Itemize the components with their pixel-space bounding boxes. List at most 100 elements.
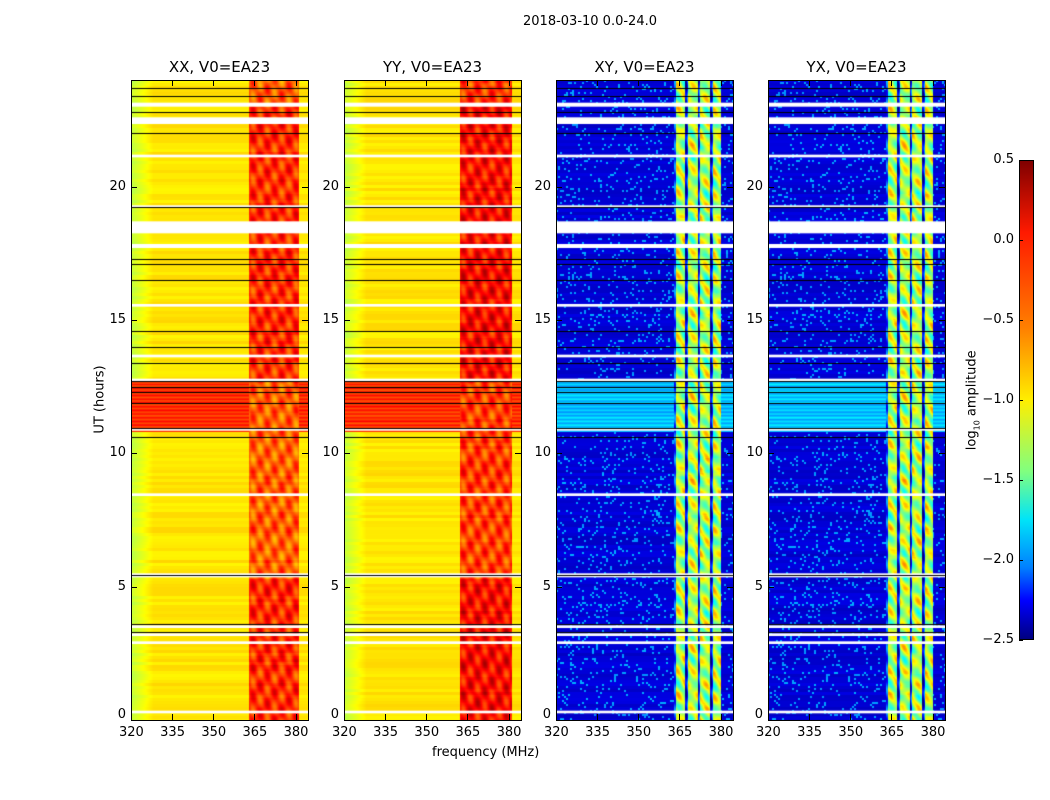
colorbar-tick-label: −0.5 bbox=[982, 312, 1014, 327]
x-tick bbox=[385, 80, 387, 86]
panel-xx: XX, V0=EA23 320 335 350 365 380 0 5 10 15 20 bbox=[109, 58, 309, 739]
colorbar-tick-label: −2.0 bbox=[982, 552, 1014, 567]
colorbar-tick bbox=[1019, 560, 1023, 561]
x-tick-label: 320 bbox=[119, 725, 144, 740]
x-tick bbox=[768, 80, 769, 86]
y-tick bbox=[556, 586, 562, 588]
x-tick bbox=[254, 80, 256, 86]
colorbar-tick-label: 0.5 bbox=[993, 152, 1014, 167]
y-tick-label: 10 bbox=[109, 445, 126, 461]
x-tick-label: 335 bbox=[585, 725, 610, 740]
colorbar-tick bbox=[1019, 400, 1023, 401]
y-tick bbox=[939, 453, 945, 455]
y-tick-label: 0 bbox=[330, 707, 339, 722]
panel-title: YX, V0=EA23 bbox=[806, 58, 907, 76]
x-tick bbox=[426, 80, 428, 86]
colorbar-tick bbox=[1019, 320, 1023, 321]
y-axis-label: UT (hours) bbox=[92, 365, 108, 434]
y-tick bbox=[768, 586, 774, 588]
colorbar-tick bbox=[1019, 160, 1023, 161]
y-tick-label: 10 bbox=[746, 445, 763, 461]
x-tick-label: 365 bbox=[455, 725, 481, 740]
x-tick bbox=[850, 714, 852, 720]
y-tick bbox=[515, 186, 521, 188]
panel-title: XX, V0=EA23 bbox=[168, 58, 271, 76]
y-tick bbox=[344, 186, 350, 188]
y-tick bbox=[344, 453, 350, 455]
x-tick bbox=[932, 80, 934, 86]
y-tick bbox=[556, 720, 562, 721]
x-tick bbox=[295, 80, 297, 86]
x-tick bbox=[638, 714, 640, 720]
y-tick bbox=[939, 320, 945, 321]
y-tick-label: 15 bbox=[109, 312, 126, 327]
colorbar-tick-label: 0.0 bbox=[993, 232, 1014, 247]
y-tick bbox=[939, 720, 945, 721]
x-tick bbox=[508, 714, 510, 720]
x-tick bbox=[638, 80, 640, 86]
x-tick bbox=[344, 714, 345, 720]
colorbar-label: log10 amplitude bbox=[964, 350, 982, 451]
x-tick-label: 365 bbox=[242, 725, 268, 740]
x-tick bbox=[556, 714, 557, 720]
x-tick bbox=[597, 714, 599, 720]
x-tick-label: 320 bbox=[332, 725, 357, 740]
x-tick-label: 365 bbox=[879, 725, 905, 740]
x-tick bbox=[679, 80, 681, 86]
x-tick bbox=[213, 80, 215, 86]
y-tick bbox=[556, 186, 562, 188]
y-tick-label: 0 bbox=[542, 707, 551, 722]
y-tick-label: 5 bbox=[542, 578, 551, 594]
x-tick bbox=[467, 80, 469, 86]
x-tick bbox=[426, 714, 428, 720]
y-tick-label: 15 bbox=[534, 312, 551, 327]
x-tick bbox=[344, 80, 345, 86]
y-tick bbox=[302, 320, 308, 321]
colorbar-tick-label: −1.0 bbox=[982, 392, 1014, 407]
y-tick bbox=[556, 320, 562, 321]
x-tick-label: 320 bbox=[756, 725, 781, 740]
heatmap-yy bbox=[344, 80, 521, 720]
x-tick bbox=[597, 80, 599, 86]
y-tick-label: 15 bbox=[746, 312, 763, 327]
y-tick bbox=[556, 453, 562, 455]
x-tick-label: 380 bbox=[496, 725, 522, 740]
x-tick bbox=[172, 80, 174, 86]
y-tick bbox=[768, 186, 774, 188]
x-tick bbox=[891, 714, 893, 720]
y-tick bbox=[131, 453, 137, 455]
x-tick bbox=[131, 714, 132, 720]
x-tick bbox=[850, 80, 852, 86]
x-tick-label: 380 bbox=[708, 725, 734, 740]
y-tick bbox=[131, 586, 137, 588]
y-tick bbox=[727, 720, 733, 721]
x-axis-label: frequency (MHz) bbox=[432, 745, 540, 760]
y-tick-label: 5 bbox=[330, 578, 339, 594]
x-tick bbox=[213, 714, 215, 720]
x-tick bbox=[385, 714, 387, 720]
y-tick-label: 20 bbox=[109, 178, 126, 194]
x-tick bbox=[891, 80, 893, 86]
colorbar-tick bbox=[1019, 640, 1023, 641]
colorbar-tick-label: −1.5 bbox=[982, 472, 1014, 487]
x-tick bbox=[720, 80, 722, 86]
x-tick bbox=[508, 80, 510, 86]
x-tick bbox=[768, 714, 769, 720]
heatmap-yx bbox=[768, 80, 945, 720]
y-tick-label: 10 bbox=[534, 445, 551, 461]
x-tick bbox=[932, 714, 934, 720]
y-tick-label: 15 bbox=[322, 312, 339, 327]
y-tick bbox=[131, 720, 137, 721]
y-tick bbox=[768, 453, 774, 455]
x-tick bbox=[679, 714, 681, 720]
x-tick-label: 350 bbox=[414, 725, 440, 740]
x-tick-label: 320 bbox=[544, 725, 569, 740]
y-tick bbox=[515, 586, 521, 588]
x-tick-label: 350 bbox=[201, 725, 227, 740]
panel-yx: YX, V0=EA23 320 335 350 365 380 0 5 10 15 20 bbox=[746, 58, 946, 739]
y-tick-label: 10 bbox=[322, 445, 339, 461]
x-tick bbox=[467, 714, 469, 720]
panel-title: YY, V0=EA23 bbox=[382, 58, 483, 76]
panel-title: XY, V0=EA23 bbox=[594, 58, 695, 76]
